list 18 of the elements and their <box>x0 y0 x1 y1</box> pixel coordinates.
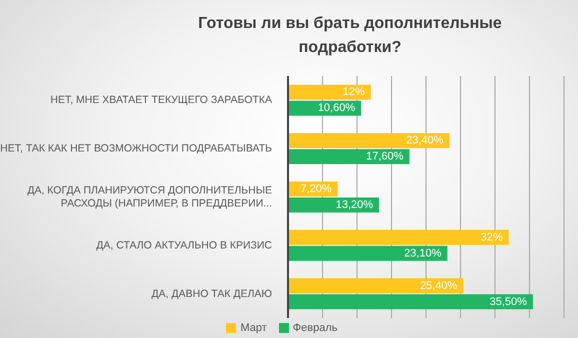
data-label: 12% <box>342 86 366 98</box>
y-tick-label: ДА, КОГДА ПЛАНИРУЮТСЯ ДОПОЛНИТЕЛЬНЫЕ РАСХОДЫ (НАПРИМЕР, В ПРЕДДВЕРИИ... <box>27 184 272 210</box>
data-label: 23,40% <box>406 134 444 147</box>
data-label: 32% <box>480 231 504 244</box>
data-label: 17,60% <box>366 150 404 163</box>
data-label: 13,20% <box>336 199 374 212</box>
legend-label: Март <box>240 322 267 334</box>
data-label: 10,60% <box>318 102 356 114</box>
y-tick-label: ДА, ДАВНО ТАК ДЕЛАЮ <box>152 288 272 300</box>
legend-label: Февраль <box>292 322 338 334</box>
y-tick-label: НЕТ, МНЕ ХВАТАЕТ ТЕКУЩЕГО ЗАРАБОТКА <box>50 94 272 106</box>
data-label: 23,10% <box>404 247 442 260</box>
y-tick-label: НЕТ, ТАК КАК НЕТ ВОЗМОЖНОСТИ ПОДРАБАТЫВАТЬ <box>0 142 272 155</box>
chart-title: Готовы ли вы брать дополнительные подработки? <box>198 15 502 56</box>
y-tick-label: ДА, СТАЛО АКТУАЛЬНО В КРИЗИС <box>96 239 272 252</box>
data-label: 25,40% <box>420 280 458 292</box>
data-label: 35,50% <box>490 296 528 308</box>
data-label: 7,20% <box>300 183 332 196</box>
